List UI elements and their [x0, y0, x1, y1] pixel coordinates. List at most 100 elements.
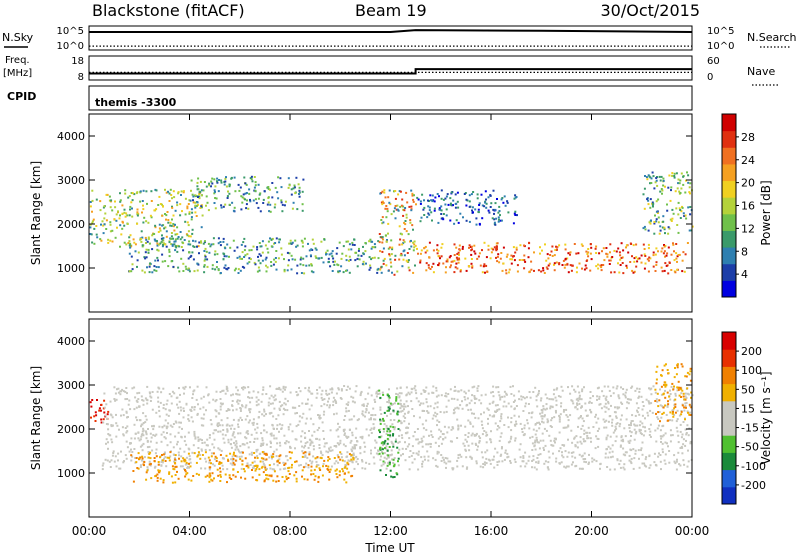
velocity-data-cell: [286, 409, 289, 412]
velocity-data-cell: [434, 415, 437, 418]
power-data-cell: [163, 227, 166, 230]
power-data-cell: [682, 183, 685, 186]
power-data-cell: [449, 197, 452, 200]
velocity-data-cell: [299, 390, 302, 393]
velocity-data-cell: [416, 428, 419, 430]
power-data-cell: [172, 237, 174, 240]
velocity-data-cell: [185, 403, 188, 406]
power-data-cell: [489, 206, 492, 208]
power-data-cell: [459, 249, 461, 252]
power-data-cell: [111, 229, 114, 232]
velocity-data-cell: [331, 387, 334, 390]
power-data-cell: [274, 260, 277, 263]
velocity-data-cell: [309, 442, 312, 445]
velocity-data-cell: [320, 405, 323, 408]
freq-tick-top: 18: [71, 56, 84, 67]
velocity-data-cell: [300, 440, 303, 443]
velocity-data-cell: [509, 460, 512, 462]
velocity-colorbar-tick-label: -50: [741, 441, 759, 454]
power-data-cell: [123, 208, 126, 211]
velocity-data-cell: [273, 428, 275, 430]
power-data-cell: [664, 232, 666, 235]
power-data-cell: [105, 219, 108, 222]
power-data-cell: [182, 270, 185, 272]
power-data-cell: [527, 256, 530, 259]
power-data-cell: [667, 246, 670, 249]
power-data-cell: [689, 182, 692, 185]
velocity-data-cell: [539, 412, 542, 415]
velocity-data-cell: [535, 461, 538, 464]
velocity-data-cell: [312, 455, 315, 458]
velocity-data-cell: [526, 419, 529, 422]
velocity-data-cell: [390, 440, 393, 443]
velocity-data-cell: [117, 387, 120, 390]
power-data-cell: [497, 220, 500, 223]
power-data-cell: [449, 255, 452, 257]
power-data-cell: [168, 200, 171, 202]
velocity-data-cell: [459, 404, 462, 407]
velocity-data-cell: [230, 438, 233, 441]
power-data-cell: [150, 190, 153, 193]
velocity-data-cell: [200, 448, 203, 451]
velocity-data-cell: [307, 398, 309, 401]
velocity-data-cell: [370, 414, 373, 417]
power-data-cell: [301, 245, 304, 248]
velocity-data-cell: [111, 416, 114, 419]
power-data-cell: [142, 189, 145, 192]
velocity-data-cell: [323, 398, 326, 401]
velocity-data-cell: [252, 421, 255, 424]
velocity-data-cell: [583, 429, 586, 432]
power-data-cell: [139, 190, 142, 193]
power-data-cell: [453, 254, 456, 256]
velocity-data-cell: [359, 392, 362, 395]
power-data-cell: [264, 244, 267, 247]
velocity-data-cell: [253, 460, 256, 463]
velocity-data-cell: [157, 396, 160, 399]
velocity-data-cell: [123, 460, 125, 463]
velocity-data-cell: [228, 424, 231, 427]
velocity-data-cell: [678, 463, 681, 466]
power-data-cell: [646, 178, 649, 181]
velocity-data-cell: [545, 429, 548, 432]
power-data-cell: [605, 252, 608, 255]
freq-label: Freq.: [5, 55, 30, 66]
velocity-data-cell: [395, 472, 398, 475]
velocity-data-cell: [288, 451, 291, 454]
velocity-data-cell: [582, 420, 585, 423]
power-data-cell: [660, 266, 663, 269]
velocity-data-cell: [536, 393, 539, 396]
power-data-cell: [485, 202, 488, 205]
velocity-data-cell: [145, 398, 148, 401]
velocity-data-cell: [632, 467, 635, 470]
power-data-cell: [455, 256, 458, 259]
velocity-data-cell: [325, 442, 328, 445]
power-data-cell: [168, 192, 171, 195]
velocity-data-cell: [260, 400, 263, 403]
velocity-data-cell: [635, 402, 638, 405]
velocity-data-cell: [243, 443, 246, 446]
power-data-cell: [213, 202, 216, 204]
velocity-data-cell: [318, 467, 321, 470]
velocity-data-cell: [555, 457, 558, 460]
power-data-cell: [471, 209, 473, 212]
velocity-data-cell: [459, 453, 461, 456]
power-data-cell: [362, 245, 364, 248]
power-data-cell: [161, 224, 164, 227]
power-data-cell: [649, 182, 651, 185]
power-data-cell: [642, 193, 645, 196]
power-data-cell: [243, 249, 246, 252]
power-data-cell: [192, 195, 195, 198]
power-data-cell: [145, 190, 148, 193]
power-data-cell: [177, 266, 180, 269]
velocity-data-cell: [675, 468, 678, 471]
power-data-cell: [406, 260, 409, 263]
velocity-data-cell: [680, 363, 683, 366]
power-data-cell: [382, 262, 385, 265]
velocity-data-cell: [489, 462, 492, 465]
velocity-data-cell: [517, 390, 520, 393]
power-data-cell: [567, 252, 570, 255]
power-data-cell: [308, 264, 311, 267]
velocity-data-cell: [318, 426, 321, 429]
velocity-data-cell: [336, 428, 339, 431]
velocity-data-cell: [685, 402, 688, 404]
